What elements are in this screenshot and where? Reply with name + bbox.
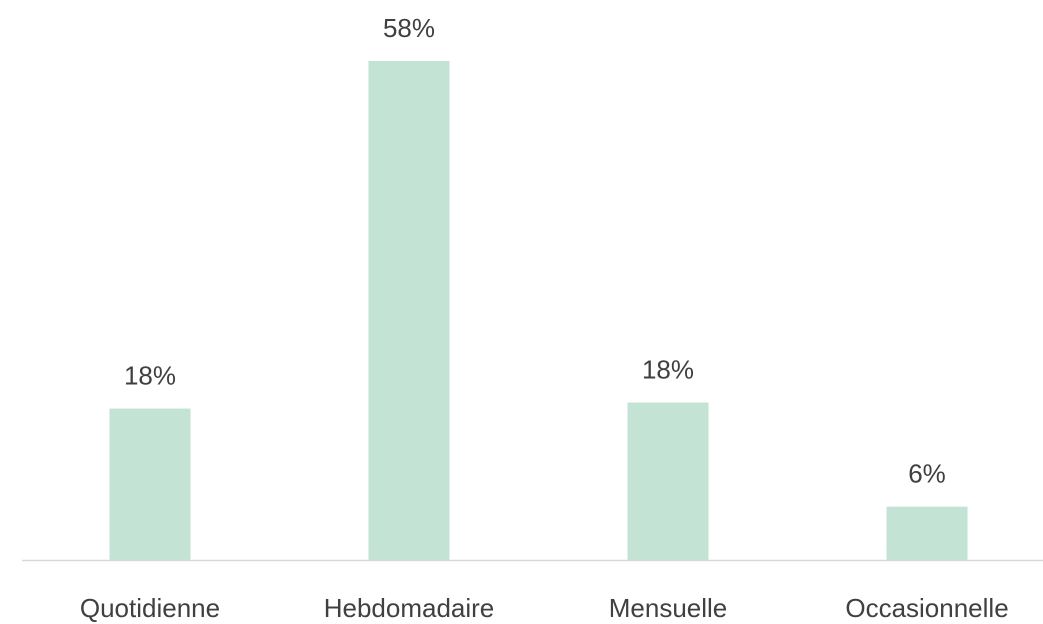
bar <box>886 506 968 560</box>
bar <box>109 408 191 560</box>
data-label: 6% <box>908 459 946 489</box>
data-label: 18% <box>124 360 176 390</box>
data-label: 58% <box>383 13 435 43</box>
data-label: 18% <box>642 354 694 384</box>
x-tick-label: Hebdomadaire <box>324 593 495 623</box>
bar <box>627 402 709 560</box>
x-tick-label: Mensuelle <box>609 593 728 623</box>
x-tick-label: Occasionnelle <box>845 593 1008 623</box>
x-tick-label: Quotidienne <box>80 593 220 623</box>
bar <box>368 61 450 560</box>
